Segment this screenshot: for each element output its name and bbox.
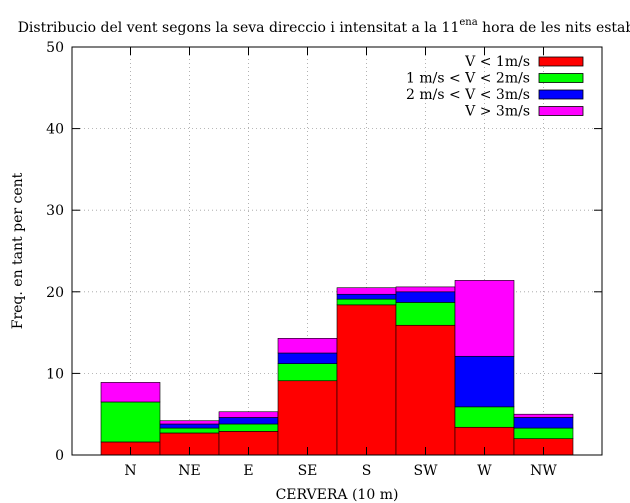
legend-swatch bbox=[538, 73, 584, 83]
plot-frame bbox=[71, 46, 603, 456]
y-tick-label: 50 bbox=[46, 40, 64, 56]
y-tick-label: 30 bbox=[46, 203, 64, 219]
chart-title-superscript: ena bbox=[459, 17, 477, 28]
bar-segment bbox=[277, 338, 338, 354]
x-axis-label: CERVERA (10 m) bbox=[276, 487, 399, 503]
bar-segment bbox=[336, 298, 397, 306]
y-tick-label: 20 bbox=[46, 285, 64, 301]
bar-segment bbox=[454, 355, 515, 408]
bar-segment bbox=[454, 280, 515, 357]
y-tick-label: 10 bbox=[46, 366, 64, 382]
y-axis-label: Freq. en tant per cent bbox=[10, 172, 26, 329]
bar-segment bbox=[159, 420, 220, 425]
x-tick-label: NE bbox=[178, 463, 200, 479]
chart-title-main: Distribucio del vent segons la seva dire… bbox=[18, 20, 460, 36]
bar-segment bbox=[336, 287, 397, 295]
x-tick-label: N bbox=[124, 463, 136, 479]
bar-segment bbox=[218, 411, 279, 418]
x-tick-label: W bbox=[477, 463, 492, 479]
bar-segment bbox=[336, 304, 397, 456]
bar-segment bbox=[454, 406, 515, 428]
bar-segment bbox=[336, 293, 397, 300]
chart-title: Distribucio del vent segons la seva dire… bbox=[18, 17, 630, 36]
x-tick-label: E bbox=[243, 463, 253, 479]
legend-label: V < 1m/s bbox=[464, 54, 530, 70]
bar-segment bbox=[395, 324, 456, 456]
x-tick-label: SE bbox=[298, 463, 318, 479]
bar-segment bbox=[100, 401, 161, 443]
y-axis: 0 10 20 30 40 50 bbox=[46, 40, 602, 464]
x-tick-label: S bbox=[362, 463, 372, 479]
bar-segment bbox=[277, 380, 338, 456]
bars bbox=[100, 280, 574, 456]
bar-segment bbox=[159, 423, 220, 429]
legend-label: 1 m/s < V < 2m/s bbox=[406, 71, 530, 87]
legend-label: 2 m/s < V < 3m/s bbox=[406, 87, 530, 103]
bar-segment bbox=[277, 363, 338, 382]
bar-segment bbox=[513, 413, 574, 418]
bar-segment bbox=[218, 417, 279, 425]
bar-segment bbox=[513, 427, 574, 439]
chart-title-rest: hora de les nits estables bbox=[478, 20, 630, 36]
legend-swatch bbox=[538, 106, 584, 116]
y-tick-label: 0 bbox=[55, 448, 64, 464]
y-tick-label: 40 bbox=[46, 122, 64, 138]
legend-swatch bbox=[538, 56, 584, 67]
x-axis: N NE E SE S SW W NW bbox=[124, 47, 557, 479]
x-tick-label: NW bbox=[530, 463, 557, 479]
bar-segment bbox=[277, 352, 338, 364]
bar-segment bbox=[395, 286, 456, 293]
x-tick-label: SW bbox=[414, 463, 439, 479]
legend: V < 1m/s1 m/s < V < 2m/s2 m/s < V < 3m/s… bbox=[406, 54, 584, 120]
bar-segment bbox=[218, 423, 279, 432]
bar-segment bbox=[159, 427, 220, 434]
legend-swatch bbox=[538, 89, 584, 100]
bar-segment bbox=[513, 417, 574, 429]
bar-segment bbox=[395, 291, 456, 303]
bar-segment bbox=[100, 382, 161, 403]
legend-label: V > 3m/s bbox=[464, 104, 530, 120]
bar-segment bbox=[395, 302, 456, 326]
